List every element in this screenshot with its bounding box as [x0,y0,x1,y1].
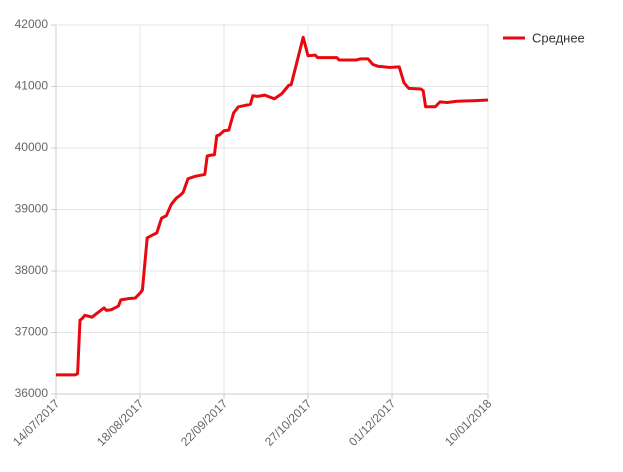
data-line [56,35,489,377]
legend-label: Среднее [532,30,585,45]
y-tick-label: 41000 [15,79,49,93]
x-tick-label: 18/08/2017 [94,396,147,449]
y-tick-label: 36000 [15,386,49,400]
x-tick-label: 22/09/2017 [178,396,231,449]
y-tick-label: 42000 [15,17,49,31]
y-tick-label: 37000 [15,325,49,339]
x-tick-label: 14/07/2017 [10,396,63,449]
y-tick-label: 40000 [15,140,49,154]
x-tick-label: 10/01/2018 [442,396,495,449]
x-tick-label: 27/10/2017 [262,396,315,449]
x-tick-label: 01/12/2017 [346,396,399,449]
y-tick-label: 38000 [15,263,49,277]
y-tick-label: 39000 [15,202,49,216]
